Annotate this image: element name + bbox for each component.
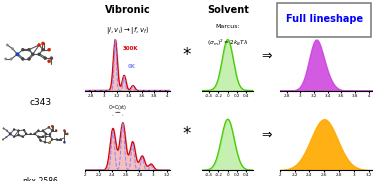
Circle shape bbox=[48, 142, 51, 144]
Text: 0K: 0K bbox=[128, 64, 136, 69]
Circle shape bbox=[37, 136, 39, 138]
Circle shape bbox=[42, 48, 45, 51]
Text: Solvent: Solvent bbox=[207, 5, 249, 15]
Text: $\Rightarrow$: $\Rightarrow$ bbox=[259, 48, 274, 61]
Text: $(\sigma_m)^2 = 2k_BT\lambda$: $(\sigma_m)^2 = 2k_BT\lambda$ bbox=[207, 38, 248, 48]
Circle shape bbox=[17, 130, 19, 132]
Circle shape bbox=[25, 133, 27, 135]
Text: 300K: 300K bbox=[123, 46, 138, 51]
FancyBboxPatch shape bbox=[277, 3, 371, 37]
Text: *: * bbox=[182, 125, 191, 143]
Text: nkx-2586: nkx-2586 bbox=[23, 177, 59, 181]
Circle shape bbox=[48, 60, 51, 63]
Circle shape bbox=[6, 44, 8, 46]
Circle shape bbox=[17, 134, 19, 136]
Circle shape bbox=[13, 136, 15, 138]
Circle shape bbox=[44, 57, 47, 60]
Circle shape bbox=[42, 130, 44, 132]
Circle shape bbox=[51, 138, 53, 140]
Circle shape bbox=[21, 48, 24, 51]
Text: Marcus:: Marcus: bbox=[215, 24, 240, 29]
Circle shape bbox=[42, 42, 45, 45]
Circle shape bbox=[45, 133, 47, 135]
Text: c343: c343 bbox=[29, 98, 52, 107]
Circle shape bbox=[30, 133, 32, 135]
Circle shape bbox=[51, 130, 53, 132]
Text: *: * bbox=[182, 46, 191, 64]
Circle shape bbox=[45, 136, 46, 138]
Text: Vibronic: Vibronic bbox=[105, 5, 150, 15]
Text: $|i,v_i\rangle \rightarrow |f,v_f\rangle$: $|i,v_i\rangle \rightarrow |f,v_f\rangle… bbox=[106, 24, 149, 35]
Circle shape bbox=[9, 133, 11, 135]
Circle shape bbox=[48, 126, 50, 128]
Circle shape bbox=[66, 133, 68, 135]
Circle shape bbox=[40, 140, 42, 142]
Circle shape bbox=[28, 58, 31, 60]
Text: Full lineshape: Full lineshape bbox=[285, 14, 363, 24]
Text: $\Rightarrow$: $\Rightarrow$ bbox=[259, 128, 274, 141]
Circle shape bbox=[10, 58, 12, 60]
Circle shape bbox=[51, 125, 53, 127]
Circle shape bbox=[49, 135, 51, 137]
Circle shape bbox=[60, 138, 62, 140]
Circle shape bbox=[56, 138, 57, 140]
Circle shape bbox=[64, 141, 65, 143]
Circle shape bbox=[64, 130, 65, 132]
Circle shape bbox=[28, 48, 31, 51]
Circle shape bbox=[42, 136, 44, 138]
Circle shape bbox=[49, 133, 51, 135]
Circle shape bbox=[5, 58, 7, 60]
Circle shape bbox=[37, 130, 39, 132]
Circle shape bbox=[13, 129, 15, 131]
Circle shape bbox=[44, 141, 46, 143]
Circle shape bbox=[2, 139, 4, 140]
Circle shape bbox=[22, 136, 24, 138]
Circle shape bbox=[3, 128, 4, 129]
Circle shape bbox=[12, 48, 14, 50]
Circle shape bbox=[55, 130, 57, 132]
Circle shape bbox=[21, 58, 24, 60]
Text: C=C(st): C=C(st) bbox=[109, 105, 127, 110]
Circle shape bbox=[37, 43, 40, 47]
Circle shape bbox=[6, 130, 8, 131]
Circle shape bbox=[48, 48, 51, 51]
Circle shape bbox=[50, 57, 53, 60]
Circle shape bbox=[38, 53, 40, 56]
Circle shape bbox=[6, 136, 7, 138]
Circle shape bbox=[34, 133, 36, 135]
Circle shape bbox=[31, 53, 34, 56]
Circle shape bbox=[15, 53, 19, 56]
Circle shape bbox=[23, 129, 25, 131]
